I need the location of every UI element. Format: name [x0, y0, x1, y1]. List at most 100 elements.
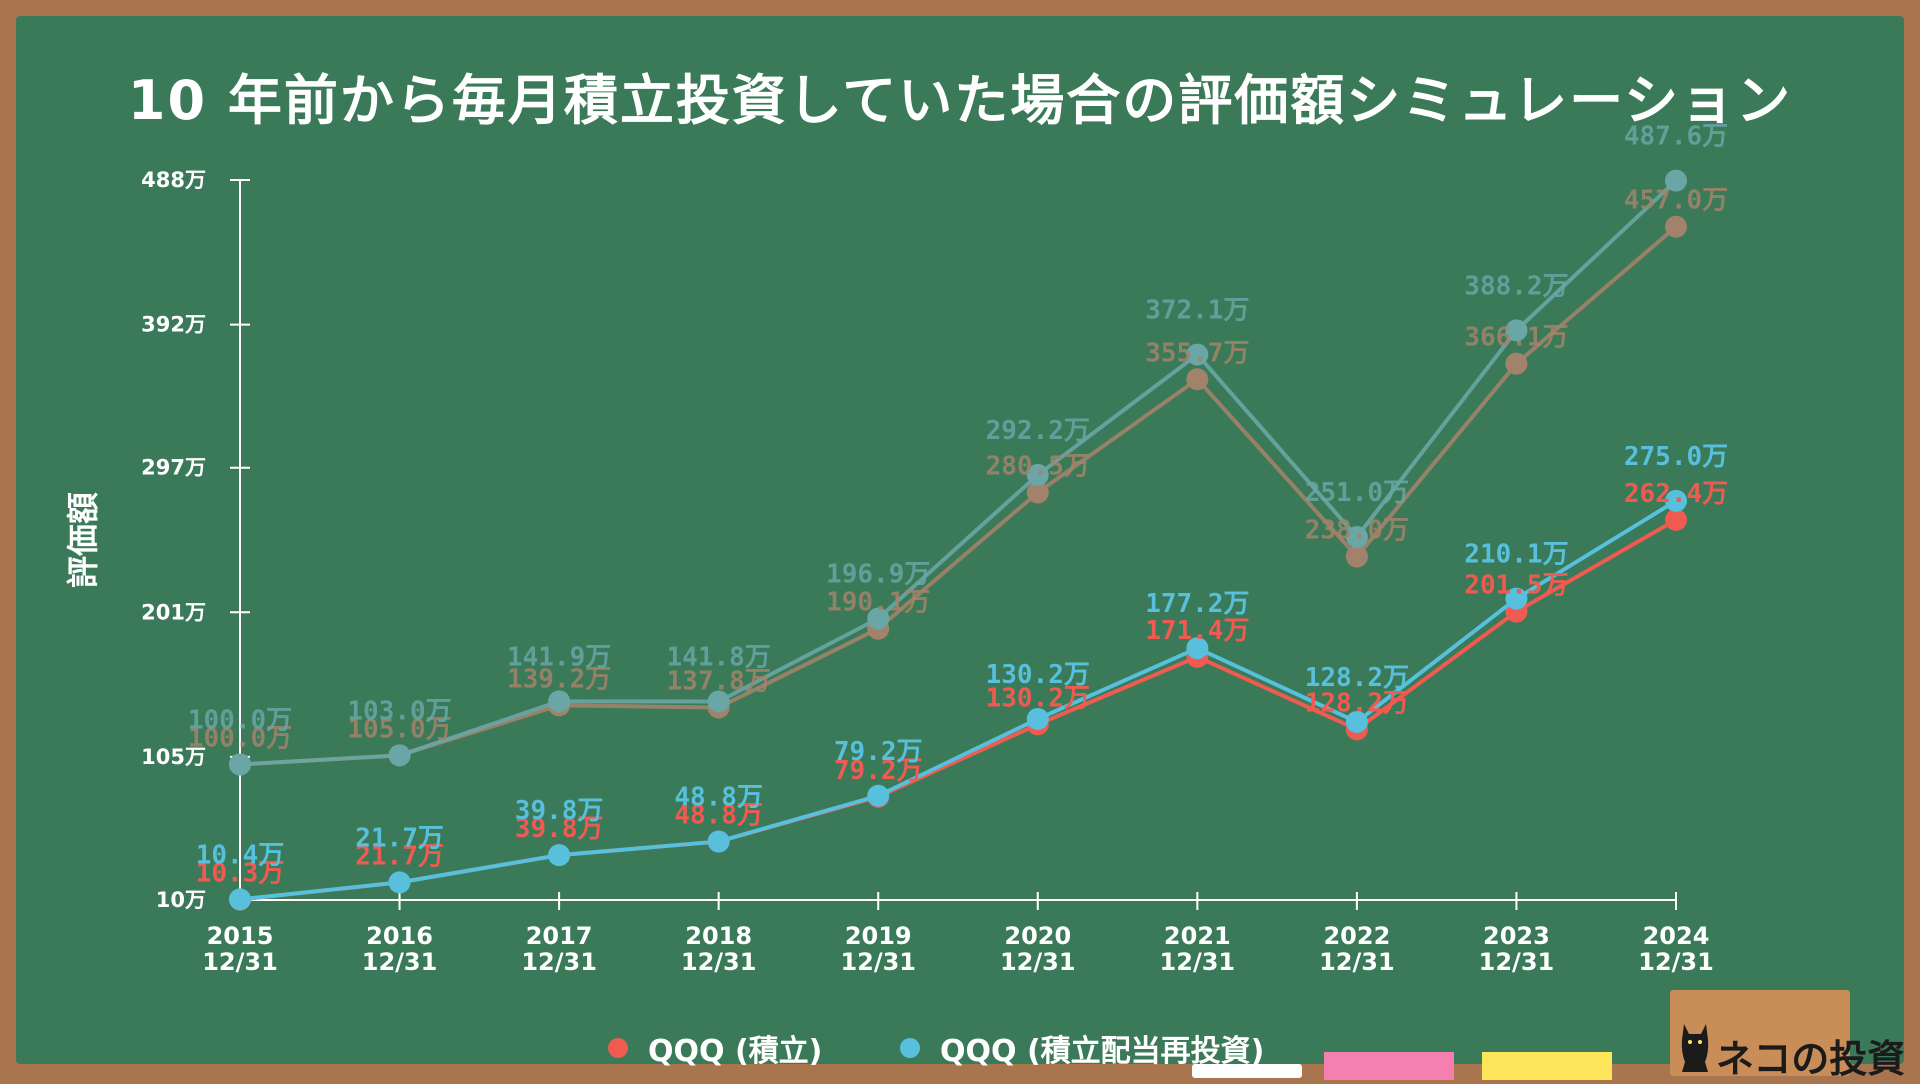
- x-tick-label: 2023: [1483, 922, 1550, 950]
- data-label: 79.2万: [834, 737, 923, 767]
- data-point: [1665, 215, 1687, 238]
- data-label: 137.8万: [667, 666, 771, 696]
- data-point: [1505, 587, 1528, 610]
- data-label: 39.8万: [515, 796, 604, 826]
- x-tick-label: 2022: [1323, 922, 1390, 950]
- data-point: [1186, 368, 1209, 391]
- data-point: [1026, 481, 1049, 504]
- data-point: [867, 784, 890, 807]
- data-label: 21.7万: [355, 841, 444, 871]
- series-line-2: [239, 225, 1678, 767]
- yellow-chalk-eraser: [1482, 1052, 1612, 1080]
- x-tick-label: 12/31: [1319, 948, 1395, 976]
- data-point: [548, 844, 571, 867]
- series-line-1: [239, 499, 1678, 902]
- series-line-0: [239, 518, 1677, 902]
- data-point: [1505, 319, 1528, 342]
- data-point: [388, 871, 411, 894]
- data-point: [1026, 463, 1049, 486]
- x-tick-label: 12/31: [362, 948, 438, 976]
- data-label: 177.2万: [1145, 589, 1249, 619]
- data-point: [1665, 169, 1687, 192]
- data-point: [707, 830, 730, 853]
- x-tick-label: 2024: [1643, 922, 1710, 950]
- data-point: [229, 888, 251, 911]
- data-point: [388, 744, 411, 767]
- chart-title: 10 年前から毎月積立投資していた場合の評価額シミュレーション: [127, 69, 1793, 132]
- data-label: 100.0万: [188, 705, 292, 735]
- data-label: 130.2万: [986, 683, 1090, 713]
- data-label: 355.7万: [1145, 338, 1249, 368]
- series-line-3: [239, 179, 1678, 767]
- y-tick-label: 10万: [156, 888, 206, 912]
- data-label: 190.1万: [826, 588, 930, 618]
- data-label: 128.2万: [1305, 688, 1409, 718]
- data-point: [707, 690, 730, 713]
- x-tick-label: 12/31: [1160, 948, 1236, 976]
- data-point: [1186, 637, 1209, 660]
- data-label: 130.2万: [986, 660, 1090, 690]
- data-point: [1505, 352, 1528, 375]
- y-tick-label: 105万: [141, 745, 206, 769]
- cat-icon: [1681, 1024, 1709, 1072]
- data-label: 39.8万: [515, 814, 604, 844]
- chalkboard: 10 年前から毎月積立投資していた場合の評価額シミュレーション 10万 105万 2…: [16, 16, 1905, 1081]
- data-label: 103.0万: [347, 696, 451, 726]
- data-label: 141.9万: [507, 642, 611, 672]
- data-label: 48.8万: [674, 801, 763, 831]
- y-tick-label: 297万: [141, 456, 206, 480]
- legend-swatch-qqq: [608, 1038, 628, 1058]
- data-label: 141.8万: [667, 642, 771, 672]
- chalk-stick: [1192, 1064, 1302, 1078]
- x-tick-label: 12/31: [1638, 948, 1714, 976]
- data-point: [1026, 707, 1049, 730]
- x-tick-label: 12/31: [681, 948, 757, 976]
- x-tick-label: 12/31: [521, 948, 597, 976]
- data-label: 366.1万: [1464, 323, 1568, 353]
- legend-item-qqq: QQQ (積立): [608, 1028, 823, 1069]
- y-tick-label: 201万: [141, 600, 206, 624]
- logo: ネコの投資: [1666, 984, 1905, 1084]
- logo-text: ネコの投資: [1716, 1037, 1906, 1081]
- x-tick-label: 2017: [526, 922, 593, 950]
- data-label: 10.3万: [196, 859, 285, 889]
- data-label: 388.2万: [1464, 271, 1568, 301]
- data-point: [867, 607, 890, 630]
- x-tick-label: 2015: [207, 922, 274, 950]
- x-tick-label: 12/31: [202, 948, 278, 976]
- data-label: 238.0万: [1305, 516, 1409, 546]
- legend-label-qqq-reinvest: QQQ (積立配当再投資): [940, 1034, 1265, 1069]
- data-label: 280.5万: [986, 452, 1090, 482]
- data-point: [1665, 489, 1687, 512]
- x-tick-label: 2018: [685, 922, 752, 950]
- data-point: [1345, 710, 1368, 733]
- data-label: 105.0万: [347, 714, 451, 744]
- y-axis-label: 評価額: [64, 492, 102, 588]
- data-point: [1345, 545, 1368, 568]
- data-label: 100.0万: [188, 723, 292, 753]
- data-label: 139.2万: [507, 664, 611, 694]
- data-point: [1345, 525, 1368, 548]
- data-label: 457.0万: [1624, 186, 1728, 216]
- x-tick-label: 12/31: [1000, 948, 1076, 976]
- x-tick-label: 12/31: [840, 948, 916, 976]
- legend-swatch-qqq-reinvest: [900, 1038, 920, 1058]
- data-label: 251.0万: [1305, 478, 1409, 508]
- data-label: 196.9万: [826, 559, 930, 589]
- data-point: [229, 753, 251, 776]
- x-tick-label: 2020: [1004, 922, 1071, 950]
- data-point: [1186, 343, 1209, 366]
- data-label: 262.4万: [1624, 479, 1728, 509]
- data-label: 487.6万: [1624, 122, 1728, 152]
- data-label: 128.2万: [1305, 663, 1409, 693]
- x-tick-label: 2019: [845, 922, 912, 950]
- data-label: 10.4万: [196, 840, 285, 870]
- data-label: 79.2万: [834, 756, 923, 786]
- legend-item-qqq-reinvest: QQQ (積立配当再投資): [900, 1028, 1265, 1069]
- pink-chalk-eraser: [1324, 1052, 1454, 1080]
- data-label: 48.8万: [674, 783, 763, 813]
- legend-label-qqq: QQQ (積立): [648, 1034, 823, 1069]
- data-point: [1665, 508, 1687, 531]
- line-chart: 10万105万201万297万392万488万評価額201512/3120161…: [64, 122, 1728, 976]
- y-tick-label: 392万: [141, 313, 206, 337]
